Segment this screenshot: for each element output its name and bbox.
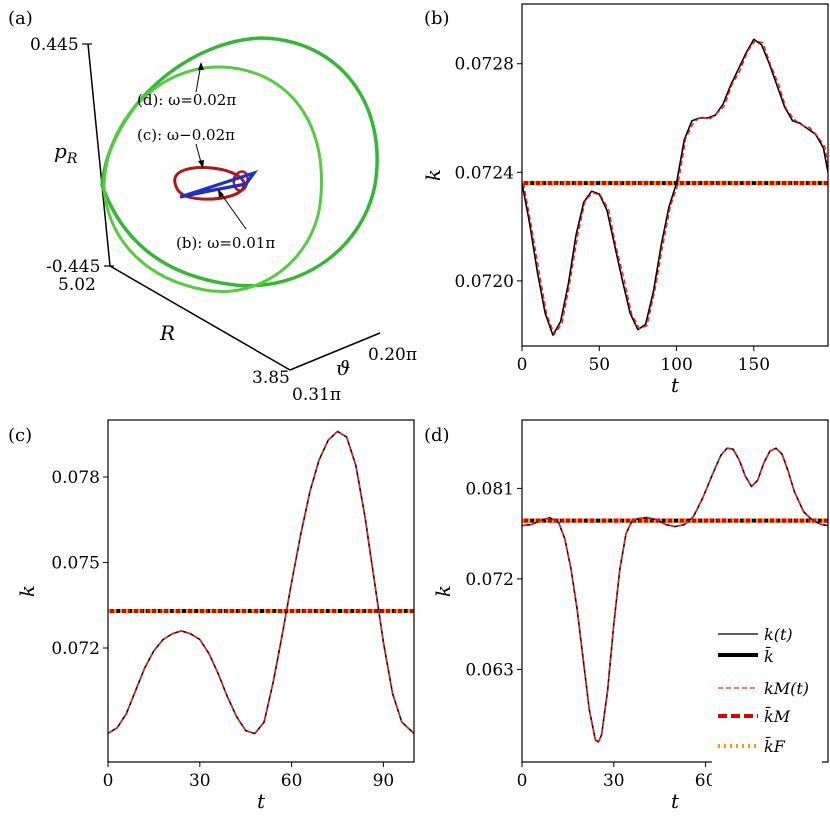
k-series-line [522,38,828,336]
plot-frame [107,419,415,763]
x-tick-label: 150 [738,355,770,375]
y-tick-label: 0.072 [51,639,100,659]
annotation-b: (b): ω=0.01π [176,234,275,252]
y-axis-label: k [15,585,39,597]
x-axis-label: t [671,373,680,397]
R-tick-label-top: 5.02 [58,275,96,295]
y-axis-label: k [431,585,455,597]
annotation-c: (c): ω−0.02π [137,126,235,144]
pR-axis-line [87,43,111,267]
plot-frame [521,3,829,347]
x-tick-label: 0 [517,771,528,791]
pR-axis-label: pR [54,139,78,167]
legend-label-k: k(t) [764,625,793,644]
pR-tick-label-bottom: -0.445 [46,257,100,277]
pR-axis-label-main: p [54,139,67,163]
annotation-arrow-b [218,190,247,230]
plot-frame [521,419,829,763]
R-tick-label-bottom: 3.85 [252,368,290,388]
x-axis-label: t [257,789,266,813]
y-tick-label: 0.0724 [455,163,514,183]
x-axis-label: t [671,789,680,813]
kM-series-line [522,39,828,336]
x-tick-label: 0 [517,355,528,375]
x-tick-label: 0 [103,771,114,791]
legend-label-kFbar: k̄F [764,735,786,756]
R-axis-label: R [159,321,175,345]
R-axis-line [109,265,291,371]
x-tick-label: 30 [603,771,625,791]
y-tick-label: 0.072 [465,570,514,590]
pR-axis-label-sub: R [66,151,78,167]
x-tick-label: 50 [588,355,610,375]
annotation-arrowhead-c [198,160,204,168]
trajectory-outer-2 [102,65,323,293]
y-tick-label: 0.075 [51,554,100,574]
y-axis-label: k [421,169,445,181]
annotation-arrowhead-b [218,189,224,198]
legend-label-kM: kM(t) [764,679,809,698]
kM-series-line [522,447,828,743]
legend-label-kbar: k̄ [764,645,774,666]
y-tick-label: 0.081 [465,479,514,499]
panel-label-c: (c) [8,425,32,446]
panel-label-b: (b) [424,8,450,29]
x-tick-label: 30 [189,771,211,791]
y-tick-label: 0.0728 [455,55,514,75]
pR-tick-label-top: 0.445 [30,35,79,55]
theta-tick-label-left: 0.31π [292,385,341,405]
trajectory-inner [179,169,259,199]
trajectory-outer [100,36,379,288]
theta-tick-label-right: 0.20π [368,345,417,365]
theta-axis-label: ϑ [336,356,350,380]
y-tick-label: 0.063 [465,660,514,680]
panel-c: 0 30 60 90 0.072 0.075 0.078 t k [15,419,415,813]
panel-b: 0 50 100 150 0.0720 0.0724 0.0728 t k [421,3,829,397]
y-tick-label: 0.078 [51,468,100,488]
legend-box [712,612,822,808]
panel-label-a: (a) [8,8,33,29]
theta-axis-line [289,332,381,371]
x-tick-label: 60 [695,771,717,791]
annotation-arrowhead-d [198,62,204,70]
legend: k(t) k̄ kM(t) k̄M k̄F [712,612,822,808]
x-tick-label: 100 [660,355,692,375]
y-tick-label: 0.0720 [455,272,514,292]
kM-series-line [108,430,414,735]
panel-a: (a) 0.445 -0.445 5.02 3.85 0.31π 0.20π p… [8,8,417,405]
annotation-d: (d): ω=0.02π [137,91,236,109]
legend-label-kMbar: k̄M [764,705,791,726]
panel-label-d: (d) [424,425,450,446]
x-tick-label: 90 [373,771,395,791]
k-series-line [108,430,414,735]
x-tick-label: 60 [281,771,303,791]
